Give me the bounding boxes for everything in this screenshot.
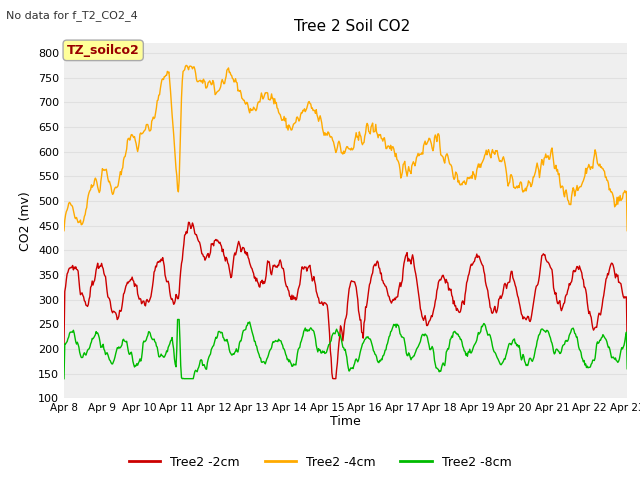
X-axis label: Time: Time xyxy=(330,415,361,428)
Text: Tree 2 Soil CO2: Tree 2 Soil CO2 xyxy=(294,19,410,34)
Legend: Tree2 -2cm, Tree2 -4cm, Tree2 -8cm: Tree2 -2cm, Tree2 -4cm, Tree2 -8cm xyxy=(124,451,516,474)
Text: No data for f_T2_CO2_4: No data for f_T2_CO2_4 xyxy=(6,10,138,21)
Y-axis label: CO2 (mv): CO2 (mv) xyxy=(19,191,33,251)
Text: TZ_soilco2: TZ_soilco2 xyxy=(67,44,140,57)
